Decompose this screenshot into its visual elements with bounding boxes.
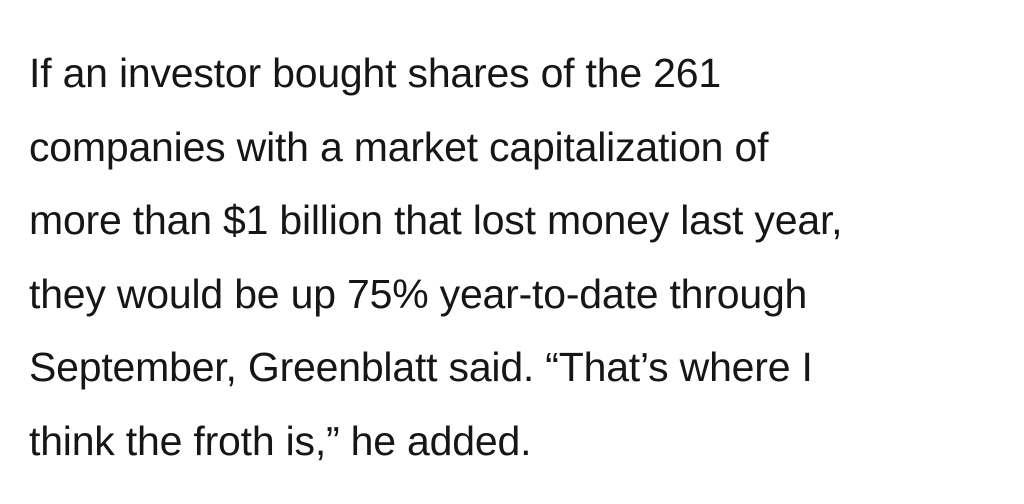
paragraph: If an investor bought shares of the 261 … [29,37,843,479]
text-line: If an investor bought shares of the 261 [29,50,721,96]
text-line: think the froth is,” he added. [29,417,532,464]
text-line: companies with a market capitalization o… [29,123,769,170]
text-line: more than $1 billion that lost money las… [29,197,843,244]
text-line: they would be up 75% year-to-date throug… [29,270,808,317]
text-line: September, Greenblatt said. “That’s wher… [29,344,813,391]
